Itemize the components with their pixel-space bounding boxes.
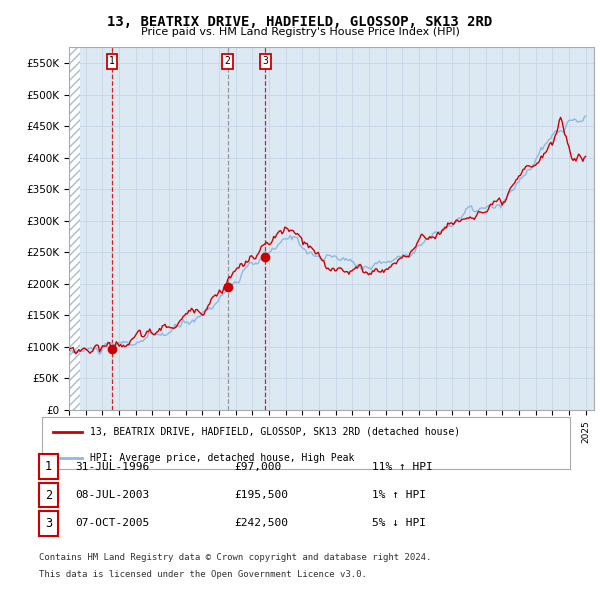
Text: 13, BEATRIX DRIVE, HADFIELD, GLOSSOP, SK13 2RD: 13, BEATRIX DRIVE, HADFIELD, GLOSSOP, SK… <box>107 15 493 29</box>
Text: 3: 3 <box>262 56 268 66</box>
Text: 1: 1 <box>45 460 52 473</box>
Text: HPI: Average price, detached house, High Peak: HPI: Average price, detached house, High… <box>89 453 354 463</box>
Text: 2: 2 <box>45 489 52 502</box>
Text: 31-JUL-1996: 31-JUL-1996 <box>75 462 149 471</box>
Text: Price paid vs. HM Land Registry's House Price Index (HPI): Price paid vs. HM Land Registry's House … <box>140 27 460 37</box>
Text: £97,000: £97,000 <box>234 462 281 471</box>
Text: 11% ↑ HPI: 11% ↑ HPI <box>372 462 433 471</box>
Text: This data is licensed under the Open Government Licence v3.0.: This data is licensed under the Open Gov… <box>39 571 367 579</box>
Text: £195,500: £195,500 <box>234 490 288 500</box>
Text: 08-JUL-2003: 08-JUL-2003 <box>75 490 149 500</box>
Text: 07-OCT-2005: 07-OCT-2005 <box>75 519 149 528</box>
Text: Contains HM Land Registry data © Crown copyright and database right 2024.: Contains HM Land Registry data © Crown c… <box>39 553 431 562</box>
Text: £242,500: £242,500 <box>234 519 288 528</box>
Text: 1: 1 <box>109 56 115 66</box>
Text: 1% ↑ HPI: 1% ↑ HPI <box>372 490 426 500</box>
Text: 13, BEATRIX DRIVE, HADFIELD, GLOSSOP, SK13 2RD (detached house): 13, BEATRIX DRIVE, HADFIELD, GLOSSOP, SK… <box>89 427 460 437</box>
Text: 5% ↓ HPI: 5% ↓ HPI <box>372 519 426 528</box>
Text: 3: 3 <box>45 517 52 530</box>
Text: 2: 2 <box>225 56 230 66</box>
